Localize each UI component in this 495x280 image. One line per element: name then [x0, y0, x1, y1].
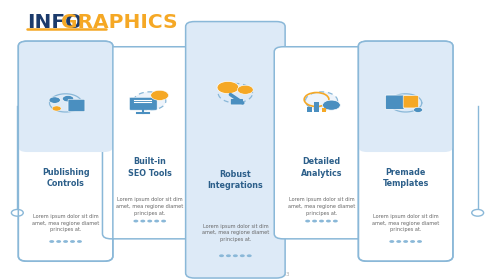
Circle shape [72, 100, 84, 106]
Circle shape [70, 240, 75, 243]
Circle shape [49, 97, 60, 103]
Circle shape [305, 220, 310, 222]
Circle shape [389, 240, 395, 243]
Circle shape [50, 94, 82, 112]
Circle shape [247, 254, 252, 257]
FancyBboxPatch shape [358, 41, 453, 152]
Circle shape [217, 81, 239, 94]
Text: Lorem ipsum dolor sit dim
amet, mea regione diamet
principes at.: Lorem ipsum dolor sit dim amet, mea regi… [116, 197, 183, 216]
Circle shape [134, 92, 166, 110]
Text: Lorem ipsum dolor sit dim
amet, mea regione diamet
principes at.: Lorem ipsum dolor sit dim amet, mea regi… [372, 214, 439, 232]
Circle shape [410, 240, 415, 243]
Text: Publishing
Controls: Publishing Controls [42, 168, 90, 188]
Circle shape [11, 209, 23, 216]
Circle shape [396, 240, 401, 243]
Text: Built-in
SEO Tools: Built-in SEO Tools [128, 157, 172, 178]
Text: Detailed
Analytics: Detailed Analytics [301, 157, 342, 178]
Circle shape [226, 254, 231, 257]
FancyBboxPatch shape [306, 106, 312, 112]
FancyBboxPatch shape [385, 95, 404, 109]
Circle shape [472, 209, 484, 216]
FancyBboxPatch shape [102, 47, 197, 239]
Circle shape [161, 220, 166, 222]
Circle shape [305, 92, 338, 110]
Circle shape [238, 85, 253, 94]
Text: INFO: INFO [27, 13, 83, 32]
FancyBboxPatch shape [358, 41, 453, 261]
FancyBboxPatch shape [18, 41, 113, 152]
Text: shutterstock.com · 2388098383: shutterstock.com · 2388098383 [205, 272, 290, 277]
Circle shape [154, 220, 159, 222]
Circle shape [312, 220, 317, 222]
Circle shape [403, 240, 408, 243]
Circle shape [77, 240, 82, 243]
Text: Lorem ipsum dolor sit dim
amet, mea regione diamet
principes at.: Lorem ipsum dolor sit dim amet, mea regi… [288, 197, 355, 216]
Circle shape [322, 100, 341, 110]
Circle shape [333, 220, 338, 222]
FancyBboxPatch shape [231, 99, 244, 105]
Circle shape [151, 90, 168, 100]
Circle shape [52, 106, 61, 111]
Circle shape [141, 220, 145, 222]
Circle shape [417, 240, 422, 243]
Text: Lorem ipsum dolor sit dim
amet, mea regione diamet
principes at.: Lorem ipsum dolor sit dim amet, mea regi… [202, 224, 269, 242]
FancyBboxPatch shape [186, 22, 285, 278]
FancyBboxPatch shape [130, 97, 157, 110]
Circle shape [240, 254, 245, 257]
Circle shape [414, 108, 423, 113]
Circle shape [319, 220, 324, 222]
FancyBboxPatch shape [18, 41, 113, 261]
Circle shape [148, 220, 152, 222]
Circle shape [219, 254, 224, 257]
Circle shape [49, 240, 54, 243]
Circle shape [63, 240, 68, 243]
Circle shape [390, 94, 422, 112]
FancyBboxPatch shape [68, 99, 85, 112]
Circle shape [56, 240, 61, 243]
Circle shape [326, 220, 331, 222]
Text: Lorem ipsum dolor sit dim
amet, mea regione diamet
principes at.: Lorem ipsum dolor sit dim amet, mea regi… [32, 214, 99, 232]
FancyBboxPatch shape [322, 108, 327, 112]
Text: Robust
Integrations: Robust Integrations [207, 169, 263, 190]
Text: Premade
Templates: Premade Templates [383, 168, 429, 188]
Circle shape [218, 83, 252, 103]
FancyBboxPatch shape [403, 96, 419, 108]
Circle shape [133, 220, 138, 222]
Circle shape [233, 254, 238, 257]
FancyBboxPatch shape [314, 102, 319, 112]
FancyBboxPatch shape [274, 47, 369, 239]
Text: GRAPHICS: GRAPHICS [61, 13, 178, 32]
Circle shape [62, 95, 74, 102]
